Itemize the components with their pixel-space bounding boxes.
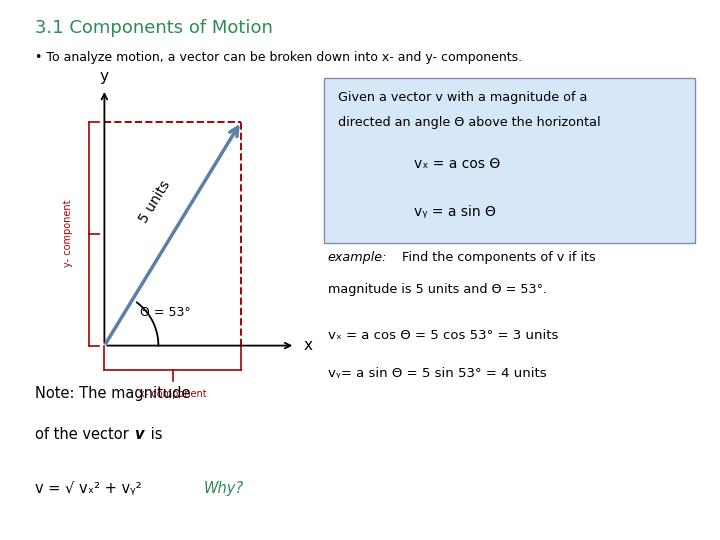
Text: vᵧ= a sin Θ = 5 sin 53° = 4 units: vᵧ= a sin Θ = 5 sin 53° = 4 units	[328, 367, 546, 380]
Text: magnitude is 5 units and Θ = 53°.: magnitude is 5 units and Θ = 53°.	[328, 284, 546, 296]
Text: x- component: x- component	[139, 389, 207, 399]
Text: v: v	[134, 427, 143, 442]
Text: • To analyze motion, a vector can be broken down into x- and y- components.: • To analyze motion, a vector can be bro…	[35, 51, 522, 64]
Text: directed an angle Θ above the horizontal: directed an angle Θ above the horizontal	[338, 116, 601, 129]
Text: vᵧ = a sin Θ: vᵧ = a sin Θ	[414, 205, 496, 219]
Text: Given a vector v with a magnitude of a: Given a vector v with a magnitude of a	[338, 91, 588, 104]
Text: v = √ vₓ² + vᵧ²: v = √ vₓ² + vᵧ²	[35, 481, 141, 496]
Text: y- component: y- component	[63, 200, 73, 267]
Text: Find the components of v if its: Find the components of v if its	[398, 251, 596, 264]
Text: example:: example:	[328, 251, 387, 264]
Text: vₓ = a cos Θ = 5 cos 53° = 3 units: vₓ = a cos Θ = 5 cos 53° = 3 units	[328, 329, 558, 342]
FancyBboxPatch shape	[324, 78, 695, 243]
Text: y: y	[100, 69, 109, 84]
Text: x: x	[304, 338, 313, 353]
Text: 5 units: 5 units	[137, 178, 173, 226]
Text: vₓ = a cos Θ: vₓ = a cos Θ	[414, 157, 500, 171]
Text: Θ = 53°: Θ = 53°	[140, 306, 191, 319]
Text: Note: The magnitude: Note: The magnitude	[35, 386, 190, 401]
Text: 3.1 Components of Motion: 3.1 Components of Motion	[35, 19, 272, 37]
Text: is: is	[146, 427, 163, 442]
Text: Why?: Why?	[204, 481, 244, 496]
Text: of the vector: of the vector	[35, 427, 133, 442]
